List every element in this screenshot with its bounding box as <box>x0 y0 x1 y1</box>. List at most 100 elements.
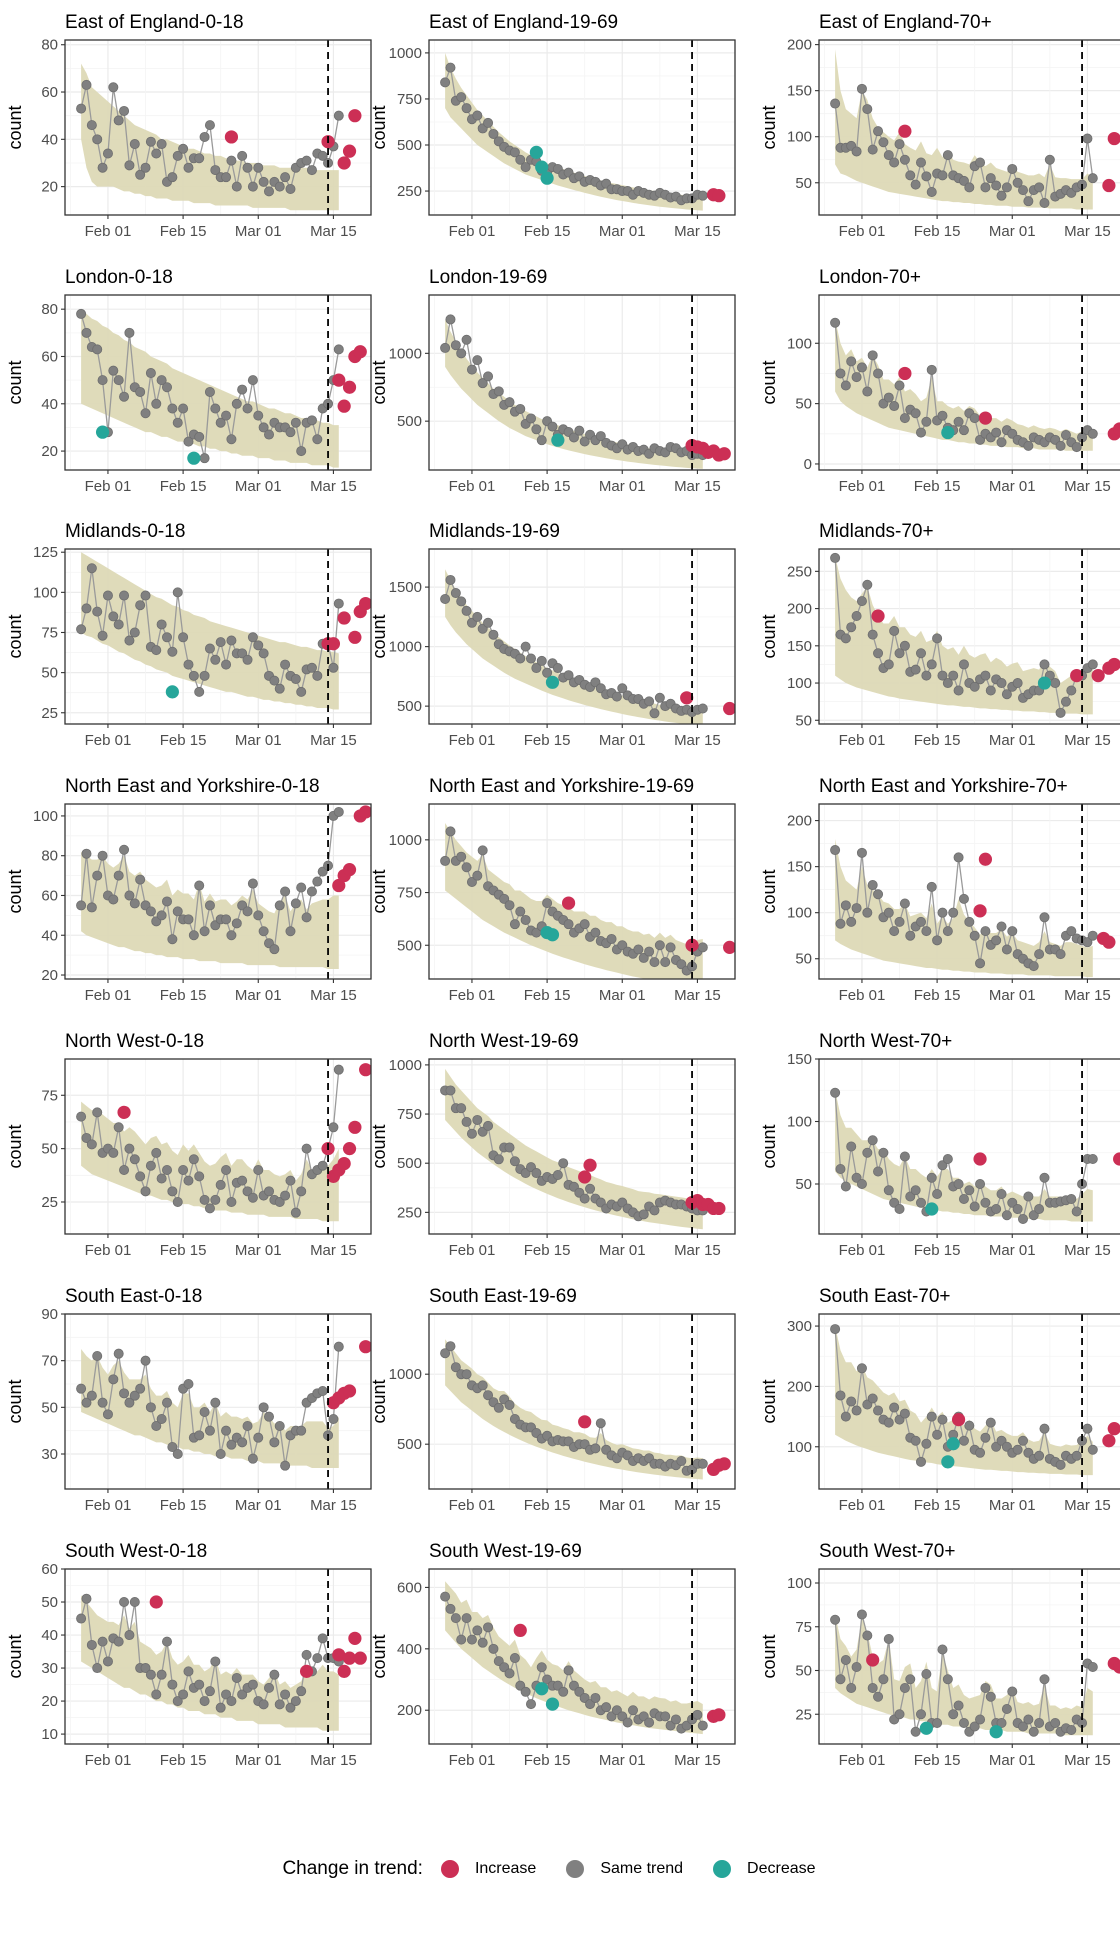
point-decrease <box>95 425 110 439</box>
point-same-trend <box>81 603 92 614</box>
x-tick-label: Mar 01 <box>599 987 646 1004</box>
point-same-trend <box>504 397 515 408</box>
panel-title: South West-70+ <box>819 1541 955 1562</box>
x-tick-label: Mar 15 <box>310 1497 357 1514</box>
y-tick-label: 500 <box>397 413 422 430</box>
point-same-trend <box>194 1171 205 1182</box>
point-same-trend <box>996 1189 1007 1200</box>
point-same-trend <box>531 1168 542 1179</box>
point-same-trend <box>194 431 205 442</box>
x-tick-label: Mar 15 <box>674 478 721 495</box>
point-same-trend <box>140 1663 151 1674</box>
point-increase <box>337 611 351 625</box>
point-same-trend <box>840 900 851 911</box>
x-tick-label: Feb 15 <box>160 1752 207 1769</box>
point-same-trend <box>290 1207 301 1218</box>
point-same-trend <box>948 907 959 918</box>
point-increase <box>337 1156 351 1171</box>
point-same-trend <box>921 1438 932 1449</box>
point-same-trend <box>1060 429 1071 440</box>
prediction-band <box>835 1326 1093 1476</box>
point-same-trend <box>835 1164 846 1175</box>
point-same-trend <box>504 1142 515 1153</box>
point-same-trend <box>108 82 119 93</box>
point-decrease <box>165 685 179 699</box>
point-same-trend <box>461 103 472 114</box>
point-same-trend <box>932 1189 943 1200</box>
y-tick-label: 50 <box>41 1399 58 1416</box>
prediction-band <box>835 319 1093 451</box>
y-tick-label: 75 <box>41 1087 58 1104</box>
point-same-trend <box>862 579 873 590</box>
point-same-trend <box>226 1439 237 1450</box>
point-same-trend <box>472 1625 483 1636</box>
point-same-trend <box>830 1087 841 1098</box>
point-same-trend <box>156 1414 167 1425</box>
y-tick-label: 20 <box>41 967 58 984</box>
point-same-trend <box>905 930 916 941</box>
y-tick-label: 100 <box>787 1114 812 1131</box>
point-same-trend <box>899 898 910 909</box>
x-tick-label: Mar 01 <box>235 987 282 1004</box>
point-same-trend <box>883 1417 894 1428</box>
point-same-trend <box>1071 442 1082 453</box>
point-increase <box>359 596 371 611</box>
panel-content <box>830 804 1116 979</box>
point-same-trend <box>867 1393 878 1404</box>
point-same-trend <box>916 157 927 168</box>
facet-panel: South West-19-69 200 400 600 Feb 01 Feb 15 Mar… <box>369 1541 736 1769</box>
point-same-trend <box>883 392 894 403</box>
point-same-trend <box>215 1702 226 1713</box>
point-same-trend <box>937 170 948 181</box>
panel-border <box>428 548 736 725</box>
y-tick-label: 1000 <box>389 345 422 362</box>
x-tick-label: Mar 01 <box>235 1752 282 1769</box>
point-same-trend <box>590 927 601 938</box>
point-same-trend <box>1023 1714 1034 1725</box>
point-same-trend <box>926 881 937 892</box>
point-same-trend <box>199 453 210 464</box>
point-same-trend <box>1023 1191 1034 1202</box>
point-same-trend <box>97 1397 108 1408</box>
point-same-trend <box>937 670 948 681</box>
point-same-trend <box>280 659 291 670</box>
point-same-trend <box>167 1679 178 1690</box>
point-same-trend <box>515 906 526 917</box>
x-tick-label: Mar 01 <box>235 478 282 495</box>
point-same-trend <box>440 342 451 353</box>
y-axis-label: count <box>369 614 389 658</box>
point-increase <box>723 701 735 716</box>
facet-panel: South West-70+ 25 50 75 100 Feb 01 Feb 15 Mar 0… <box>759 1541 1120 1769</box>
point-same-trend <box>932 633 943 644</box>
point-same-trend <box>916 1456 927 1467</box>
point-same-trend <box>552 663 563 674</box>
point-same-trend <box>194 880 205 891</box>
y-axis-label: count <box>369 1124 389 1168</box>
point-same-trend <box>156 139 167 150</box>
point-increase <box>723 940 735 954</box>
panel-title: London-70+ <box>819 267 921 288</box>
point-same-trend <box>889 1197 900 1208</box>
point-same-trend <box>274 1421 285 1432</box>
point-same-trend <box>156 910 167 921</box>
y-tick-label: 80 <box>41 848 58 865</box>
point-same-trend <box>92 344 103 355</box>
point-increase <box>326 637 341 651</box>
facet-panel: London-70+ 0 50 100 Feb 01 Feb 15 Mar 01 Mar 15… <box>759 267 1120 495</box>
panel-border <box>428 39 736 216</box>
point-same-trend <box>856 362 867 373</box>
point-increase <box>348 1631 362 1645</box>
y-axis-label: count <box>759 1634 779 1678</box>
point-increase <box>332 1648 346 1662</box>
panel-title: North West-19-69 <box>429 1031 579 1052</box>
y-tick-label: 60 <box>41 1561 58 1578</box>
point-same-trend <box>140 590 151 601</box>
point-same-trend <box>830 317 841 328</box>
x-tick-label: Mar 15 <box>310 1242 357 1259</box>
y-tick-label: 50 <box>795 712 812 729</box>
y-tick-label: 80 <box>41 301 58 318</box>
y-tick-label: 150 <box>787 638 812 655</box>
y-tick-label: 75 <box>41 624 58 641</box>
point-same-trend <box>456 1634 467 1645</box>
point-same-trend <box>306 165 317 176</box>
